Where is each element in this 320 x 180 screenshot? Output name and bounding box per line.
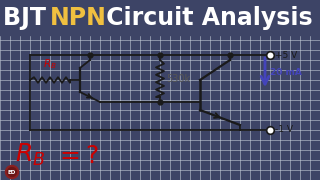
Text: Circuit Analysis: Circuit Analysis [98,6,312,30]
Text: $= ?$: $= ?$ [55,144,99,168]
Text: BJT: BJT [3,6,54,30]
Text: $R_B$: $R_B$ [43,57,57,71]
Text: ED: ED [8,170,16,174]
Text: 530k: 530k [166,73,190,84]
Circle shape [5,165,19,179]
Text: +5 V: +5 V [275,51,297,60]
Text: 20 mA: 20 mA [270,68,302,77]
Text: -1 V: -1 V [275,125,293,134]
Text: NPN: NPN [50,6,107,30]
Circle shape [7,168,17,177]
Text: $R_B$: $R_B$ [15,142,45,168]
